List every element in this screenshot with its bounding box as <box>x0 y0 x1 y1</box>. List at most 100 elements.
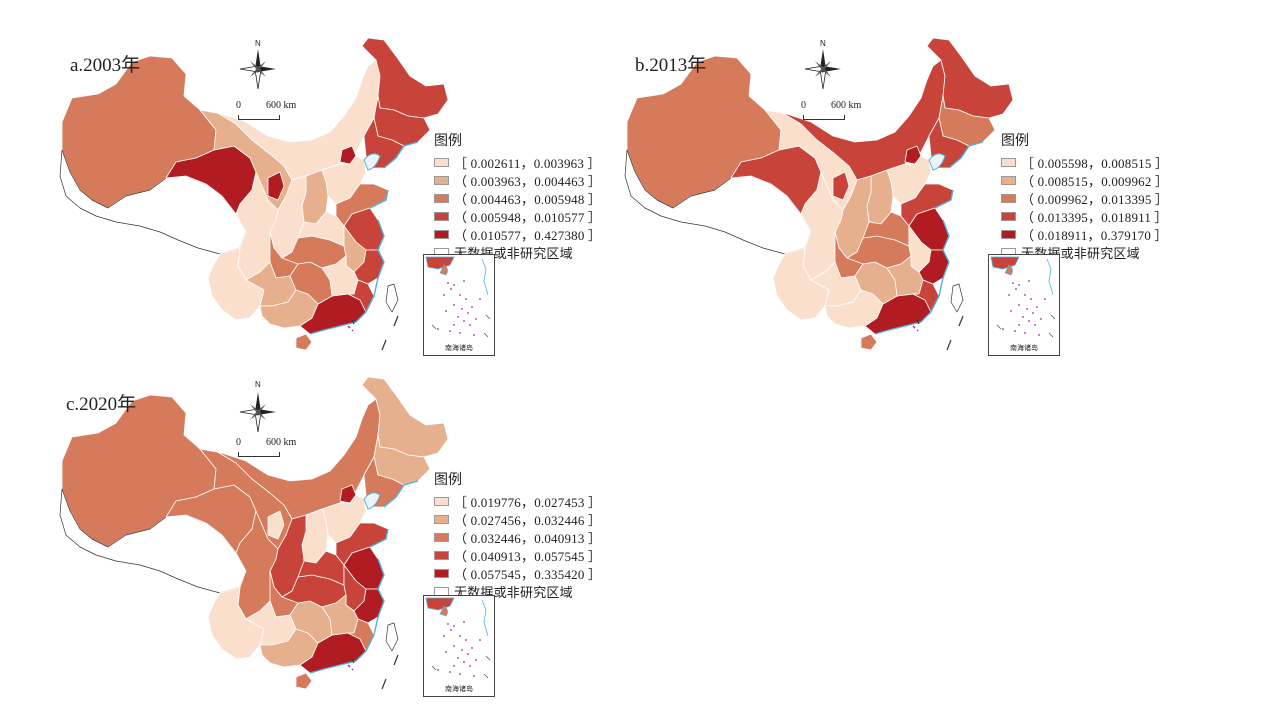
island-marks <box>351 654 399 690</box>
panel-b: b.2013年 N 0 600 km 图例 ［ 0.005598，0.00851… <box>565 0 1205 365</box>
scale-bar: 0 600 km <box>801 100 881 124</box>
legend-b: 图例 ［ 0.005598，0.008515 ］ （ 0.008515，0.009… <box>1001 130 1168 262</box>
north-label: N <box>820 39 826 48</box>
scale-label: 600 km <box>266 100 297 111</box>
scale-line <box>803 115 845 120</box>
region-ningxia <box>267 510 285 540</box>
legend-item: ［ 0.002611，0.003963 ］ <box>434 153 601 171</box>
legend-item: ［ 0.019776，0.027453 ］ <box>434 492 601 510</box>
south-china-sea-inset: 南海诸岛 <box>423 254 495 356</box>
legend-swatch <box>434 193 449 203</box>
scale-bar: 0 600 km <box>236 100 316 124</box>
compass-rose-icon <box>239 392 276 433</box>
scale-bar: 0 600 km <box>236 437 316 461</box>
scale-zero: 0 <box>236 100 241 111</box>
panel-a: a.2003年 N 0 600 km 图例 ［ 0.002611，0.00396… <box>0 0 640 365</box>
coastline <box>309 141 419 335</box>
legend-label: （ 0.009962，0.013395 ］ <box>1021 191 1169 207</box>
region-ningxia <box>267 171 285 201</box>
region-hainan <box>295 333 313 351</box>
legend-item: （ 0.018911，0.379170 ］ <box>1001 225 1168 243</box>
legend-label: （ 0.032446，0.040913 ］ <box>454 530 602 546</box>
legend-title: 图例 <box>1001 133 1029 149</box>
legend-item: （ 0.040913，0.057545 ］ <box>434 546 601 564</box>
legend-swatch <box>434 496 449 506</box>
legend-swatch <box>1001 157 1016 167</box>
legend-item: （ 0.009962，0.013395 ］ <box>1001 189 1168 207</box>
choropleth-map-a <box>59 37 449 351</box>
legend-item: （ 0.032446，0.040913 ］ <box>434 528 601 546</box>
panel-c: c.2020年 N 0 600 km 图例 ［ 0.019776，0.02745… <box>0 345 640 709</box>
scale-label: 600 km <box>831 100 862 111</box>
compass-rose-icon <box>239 49 276 90</box>
legend-swatch <box>434 175 449 185</box>
region-taiwan <box>385 283 399 313</box>
legend-swatch <box>434 211 449 221</box>
bohai-sea <box>363 492 381 510</box>
island-marks <box>916 315 964 351</box>
legend-label: （ 0.005948，0.010577 ］ <box>454 209 602 225</box>
inset-label: 南海诸岛 <box>445 344 473 352</box>
region-yunnan <box>207 586 265 660</box>
legend-label: （ 0.040913，0.057545 ］ <box>454 548 602 564</box>
legend-label: ［ 0.019776，0.027453 ］ <box>454 494 602 510</box>
legend-label: （ 0.057545，0.335420 ］ <box>454 566 602 582</box>
legend-item: （ 0.010577，0.427380 ］ <box>434 225 601 243</box>
panel-title-a: a.2003年 <box>70 55 141 76</box>
legend-swatch <box>1001 229 1016 239</box>
region-ningxia <box>832 171 850 201</box>
inset-map <box>990 256 1056 338</box>
north-label: N <box>255 380 261 389</box>
legend-item: （ 0.008515，0.009962 ］ <box>1001 171 1168 189</box>
region-hainan <box>860 333 878 351</box>
legend-swatch <box>1001 211 1016 221</box>
legend-swatch <box>1001 193 1016 203</box>
region-yunnan <box>207 247 265 321</box>
legend-item: （ 0.004463，0.005948 ］ <box>434 189 601 207</box>
island-dots <box>347 664 354 671</box>
panel-title-c: c.2020年 <box>66 394 137 415</box>
panel-title-b: b.2013年 <box>635 55 707 76</box>
scale-label: 600 km <box>266 437 297 448</box>
coastline <box>309 480 419 674</box>
region-taiwan <box>950 283 964 313</box>
south-china-sea-inset: 南海诸岛 <box>423 595 495 697</box>
bohai-sea <box>928 153 946 171</box>
legend-label: （ 0.004463，0.005948 ］ <box>454 191 602 207</box>
region-fujian <box>912 279 940 313</box>
legend-swatch <box>434 157 449 167</box>
region-fujian <box>347 618 375 652</box>
legend-label: （ 0.018911，0.379170 ］ <box>1021 227 1168 243</box>
island-dots <box>347 325 354 332</box>
legend-swatch <box>434 532 449 542</box>
scale-line <box>238 452 280 457</box>
legend-title: 图例 <box>434 472 462 488</box>
south-china-sea-inset: 南海诸岛 <box>988 254 1060 356</box>
coastline <box>874 141 984 335</box>
legend-swatch <box>1001 175 1016 185</box>
legend-item: ［ 0.005598，0.008515 ］ <box>1001 153 1168 171</box>
scale-zero: 0 <box>236 437 241 448</box>
choropleth-map-c <box>59 376 449 690</box>
legend-label: （ 0.003963，0.004463 ］ <box>454 173 602 189</box>
legend-swatch <box>434 229 449 239</box>
scale-zero: 0 <box>801 100 806 111</box>
legend-item: （ 0.013395，0.018911 ］ <box>1001 207 1168 225</box>
inset-label: 南海诸岛 <box>1010 344 1038 352</box>
legend-swatch <box>434 568 449 578</box>
legend-item: （ 0.057545，0.335420 ］ <box>434 564 601 582</box>
legend-label: ［ 0.005598，0.008515 ］ <box>1021 155 1169 171</box>
legend-c: 图例 ［ 0.019776，0.027453 ］ （ 0.027456，0.032… <box>434 469 601 601</box>
choropleth-map-b <box>624 37 1014 351</box>
region-fujian <box>347 279 375 313</box>
legend-label: （ 0.010577，0.427380 ］ <box>454 227 602 243</box>
north-label: N <box>255 39 261 48</box>
legend-title: 图例 <box>434 133 462 149</box>
inset-label: 南海诸岛 <box>445 685 473 693</box>
inset-map <box>425 256 491 338</box>
legend-item: （ 0.003963，0.004463 ］ <box>434 171 601 189</box>
legend-swatch <box>434 514 449 524</box>
legend-swatch <box>434 550 449 560</box>
legend-item: （ 0.005948，0.010577 ］ <box>434 207 601 225</box>
island-marks <box>351 315 399 351</box>
